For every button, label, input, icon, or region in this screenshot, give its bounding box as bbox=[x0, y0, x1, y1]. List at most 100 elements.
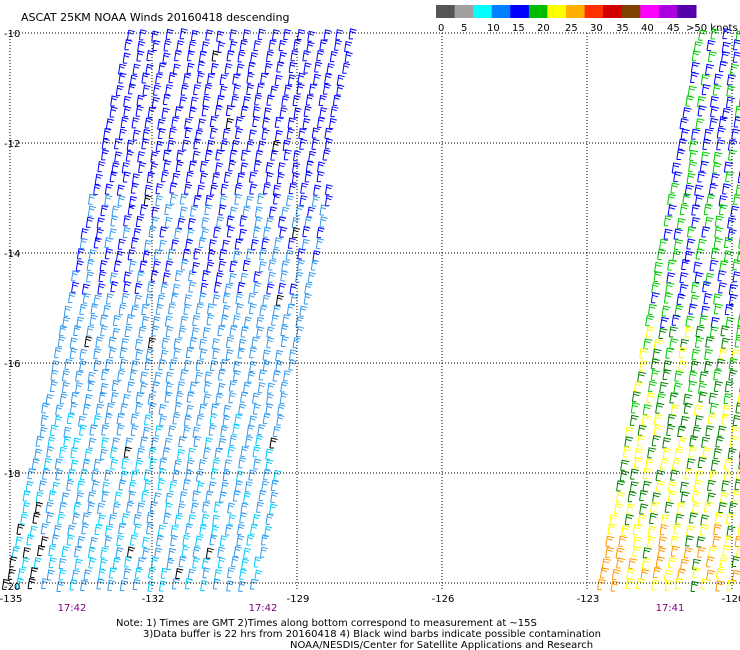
wind-barb bbox=[662, 368, 672, 381]
wind-barb bbox=[246, 83, 255, 96]
wind-barb bbox=[694, 336, 705, 348]
wind-barb bbox=[66, 534, 75, 546]
wind-barb bbox=[684, 326, 694, 338]
wind-barb bbox=[627, 491, 637, 503]
wind-barb bbox=[171, 578, 181, 590]
lon-label: -132 bbox=[142, 594, 165, 605]
wind-barb bbox=[667, 556, 677, 569]
wind-barb bbox=[174, 227, 183, 239]
lat-label: -18 bbox=[4, 469, 20, 480]
wind-barb bbox=[704, 348, 714, 360]
wind-barb bbox=[203, 393, 212, 405]
wind-barb bbox=[307, 271, 316, 283]
wind-barb bbox=[79, 348, 88, 360]
wind-barb bbox=[676, 293, 686, 305]
wind-barb bbox=[116, 413, 125, 425]
wind-barb bbox=[140, 371, 149, 383]
wind-barb bbox=[225, 117, 234, 129]
wind-barb bbox=[180, 259, 189, 271]
wind-barb bbox=[287, 117, 296, 129]
wind-barb bbox=[104, 194, 113, 206]
wind-barb bbox=[232, 315, 241, 327]
wind-barb bbox=[239, 39, 248, 51]
legend-swatch bbox=[436, 5, 456, 18]
wind-barb bbox=[195, 371, 204, 383]
wind-barb bbox=[217, 324, 226, 337]
wind-barb bbox=[217, 382, 226, 394]
wind-barb bbox=[293, 150, 302, 162]
wind-barb bbox=[209, 359, 219, 372]
wind-barb bbox=[324, 184, 334, 196]
wind-barb bbox=[142, 84, 151, 96]
wind-barb bbox=[15, 536, 24, 548]
wind-barb bbox=[220, 314, 229, 326]
wind-barb bbox=[119, 358, 128, 370]
wind-barb bbox=[655, 480, 666, 492]
wind-barb bbox=[336, 84, 345, 96]
wind-barb bbox=[655, 402, 665, 414]
wind-barb bbox=[204, 149, 213, 162]
wind-barb bbox=[716, 127, 726, 139]
wind-barb bbox=[57, 513, 66, 525]
wind-barb bbox=[297, 248, 306, 260]
wind-barb bbox=[1, 578, 11, 590]
wind-barb bbox=[249, 183, 258, 195]
wind-barb bbox=[282, 370, 292, 382]
wind-barb bbox=[257, 382, 266, 394]
wind-barb bbox=[54, 346, 63, 359]
wind-barb bbox=[691, 348, 701, 360]
wind-barb bbox=[251, 336, 260, 348]
wind-barb bbox=[246, 534, 255, 546]
wind-barb bbox=[198, 292, 207, 304]
legend-swatch bbox=[603, 5, 623, 18]
wind-barb bbox=[678, 347, 688, 359]
wind-barb bbox=[206, 314, 215, 326]
wind-barb bbox=[101, 424, 110, 436]
wind-barb bbox=[732, 490, 740, 502]
wind-barb bbox=[212, 347, 221, 359]
wind-barb bbox=[681, 258, 691, 271]
wind-barb bbox=[705, 63, 715, 75]
wind-barb bbox=[280, 270, 289, 282]
wind-barb bbox=[120, 403, 129, 415]
wind-barb bbox=[652, 566, 662, 579]
wind-barb bbox=[300, 182, 309, 194]
wind-barb bbox=[299, 305, 308, 317]
wind-barb bbox=[716, 358, 726, 370]
wind-barb bbox=[647, 303, 658, 315]
wind-barb bbox=[684, 468, 694, 480]
wind-barb bbox=[275, 349, 284, 361]
wind-barb bbox=[732, 51, 740, 63]
wind-barb bbox=[699, 314, 709, 326]
wind-barb bbox=[249, 347, 258, 359]
wind-barb bbox=[126, 139, 135, 151]
wind-barb bbox=[729, 63, 740, 75]
wind-barb bbox=[605, 535, 615, 547]
wind-barb bbox=[287, 237, 296, 249]
wind-barb bbox=[646, 392, 656, 404]
wind-barb bbox=[703, 292, 713, 305]
wind-barb bbox=[240, 391, 249, 403]
wind-barb bbox=[667, 193, 677, 205]
wind-barb bbox=[228, 380, 237, 392]
wind-barb bbox=[210, 62, 219, 74]
wind-barb bbox=[212, 514, 221, 526]
wind-barb bbox=[93, 347, 102, 360]
wind-barb bbox=[719, 556, 729, 569]
wind-barb bbox=[185, 346, 194, 359]
wind-barb bbox=[146, 171, 155, 183]
wind-barb bbox=[215, 149, 224, 161]
wind-barb bbox=[162, 272, 171, 284]
wind-barb bbox=[685, 315, 695, 327]
wind-barb bbox=[67, 291, 77, 304]
wind-barb bbox=[89, 314, 98, 326]
wind-barb bbox=[192, 490, 201, 502]
wind-barb bbox=[332, 94, 341, 106]
wind-barb bbox=[682, 192, 692, 205]
wind-barb bbox=[41, 402, 50, 414]
wind-barb bbox=[117, 238, 126, 250]
wind-barb bbox=[648, 380, 658, 393]
wind-barb bbox=[91, 469, 100, 481]
wind-barb bbox=[128, 490, 137, 502]
wind-barb bbox=[36, 544, 46, 557]
